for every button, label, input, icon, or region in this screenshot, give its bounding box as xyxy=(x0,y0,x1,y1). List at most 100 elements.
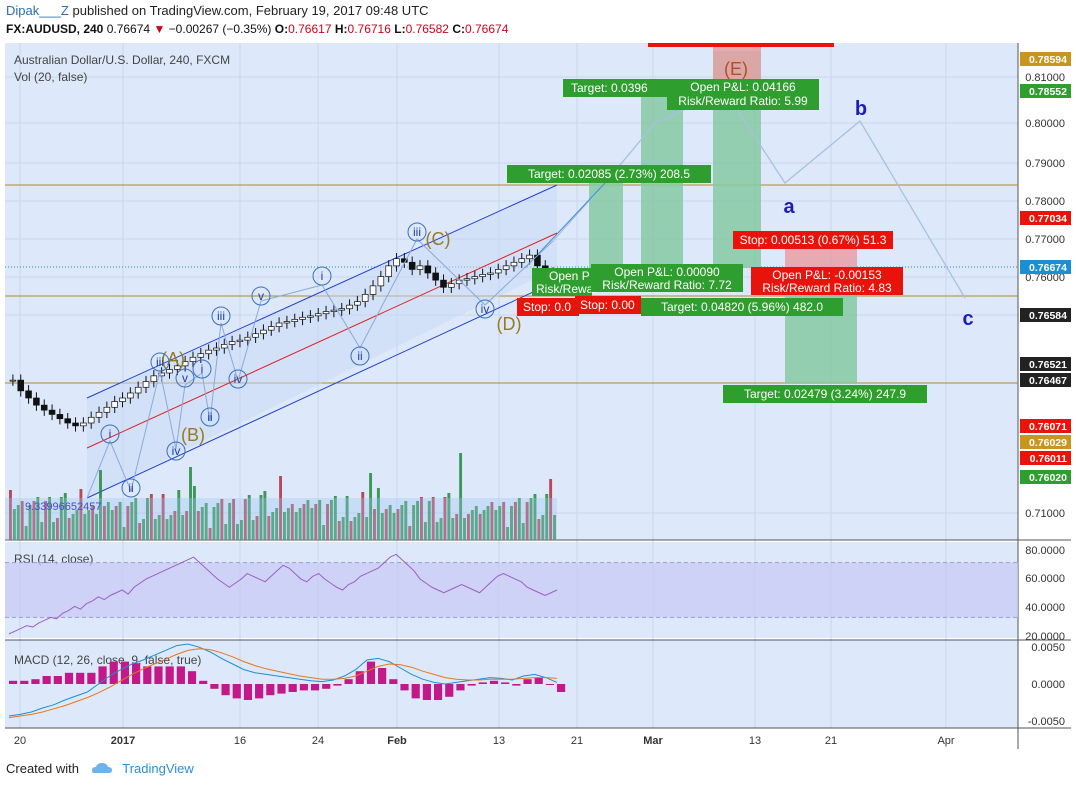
open-value: 0.76617 xyxy=(288,22,332,36)
candle-body xyxy=(197,353,205,358)
chart-frame[interactable]: (A) (B) (C) (D) (E) a b c i ii iii iv v … xyxy=(5,37,1071,749)
x-tick-9: 21 xyxy=(825,735,837,747)
target-label-3[interactable]: Target: 0.04820 (5.96%) 482.0 xyxy=(641,298,843,316)
macd-histogram-bar xyxy=(120,661,130,684)
price-badge-4 xyxy=(1020,308,1071,322)
macd-histogram-bar xyxy=(243,684,253,700)
volume-bar xyxy=(290,504,294,540)
volume-bar xyxy=(298,508,302,540)
published-text: published on TradingView.com, February 1… xyxy=(72,3,429,18)
volume-bar xyxy=(79,489,83,540)
rsi-tick-0: 80.0000 xyxy=(1025,545,1065,557)
symbol: FX:AUDUSD, 240 xyxy=(6,22,104,36)
price-badge-9 xyxy=(1020,451,1071,465)
candle-body xyxy=(134,386,142,394)
price-badge-text-8: 0.76029 xyxy=(1029,437,1067,449)
stop-label-a[interactable]: Stop: 0.0 xyxy=(517,298,579,316)
price-badge-text-10: 0.76020 xyxy=(1029,472,1067,484)
volume-bar xyxy=(177,490,181,540)
pnl-label-mid[interactable]: Open P&L: 0.00090 Risk/Reward Ratio: 7.7… xyxy=(591,264,743,292)
target-label-4[interactable]: Target: 0.02479 (3.24%) 247.9 xyxy=(723,385,927,403)
time-scale[interactable] xyxy=(5,728,1018,749)
volume-bar xyxy=(126,506,130,540)
volume-bar xyxy=(243,499,247,540)
volume-bar xyxy=(146,498,149,540)
stop-label-top[interactable] xyxy=(648,37,834,47)
x-tick-10: Apr xyxy=(937,735,954,747)
volume-bar xyxy=(12,509,16,540)
subwave-iv-1: iv xyxy=(172,444,181,458)
candle-body xyxy=(213,347,220,351)
candle-body xyxy=(299,316,306,320)
subwave-ii-1: ii xyxy=(128,481,133,495)
stop-label-b[interactable]: Stop: 0.00 xyxy=(575,296,641,314)
macd-histogram-bar xyxy=(534,677,543,684)
macd-histogram-bar xyxy=(333,684,342,686)
candle-body xyxy=(33,397,40,406)
target-label-1[interactable]: Target: 0.0396 xyxy=(563,79,689,97)
target-label-2[interactable]: Target: 0.02085 (2.73%) 208.5 xyxy=(507,165,711,183)
candle-body xyxy=(80,422,87,427)
candle-body xyxy=(377,276,385,287)
tradingview-link[interactable]: TradingView xyxy=(122,761,194,776)
candle-body xyxy=(416,265,424,270)
long-profit-zone-1[interactable] xyxy=(589,183,623,268)
volume-bar xyxy=(149,494,153,540)
candle-body xyxy=(346,304,353,310)
projection-line xyxy=(524,182,606,269)
volume-bar xyxy=(427,501,431,540)
candle-body xyxy=(244,336,252,341)
candle-body xyxy=(9,379,17,382)
volume-bar xyxy=(228,503,232,540)
volume-label: Vol (20, false) xyxy=(14,70,87,84)
volume-bar xyxy=(134,498,138,540)
pnl-label-short[interactable]: Open P&L: -0.00153 Risk/Reward Ratio: 4.… xyxy=(751,267,903,295)
macd-pane[interactable] xyxy=(5,640,1018,728)
volume-bar xyxy=(91,506,95,540)
volume-bar xyxy=(130,502,134,540)
subwave-ii-3: ii xyxy=(357,349,362,363)
macd-histogram-bar xyxy=(400,684,409,691)
volume-bar xyxy=(99,470,102,540)
price-tick-4: 0.77000 xyxy=(1025,234,1065,246)
candle-body xyxy=(189,356,197,362)
price-tick-1: 0.80000 xyxy=(1025,118,1065,130)
svg-text:Target: 0.02085 (2.73%) 208.5: Target: 0.02085 (2.73%) 208.5 xyxy=(528,167,690,181)
candle-body xyxy=(291,319,299,322)
channel-mid xyxy=(86,232,558,449)
volume-bar xyxy=(275,508,279,540)
volume-bar xyxy=(353,517,357,540)
volume-bar xyxy=(376,488,380,540)
volume-bar xyxy=(59,497,63,540)
close-label: C: xyxy=(452,22,465,36)
stop-label-2[interactable]: Stop: 0.00513 (0.67%) 51.3 xyxy=(733,231,893,249)
candle-body xyxy=(25,390,32,399)
volume-bar xyxy=(192,486,196,540)
open-label-cut[interactable]: Open P Risk/Rewar xyxy=(532,268,597,296)
volume-bar xyxy=(165,519,169,540)
price-badge-text-2: 0.77034 xyxy=(1029,213,1067,225)
macd-histogram-bar xyxy=(255,684,264,699)
volume-bar xyxy=(267,516,271,540)
candle-body xyxy=(440,279,447,288)
macd-histogram-bar xyxy=(512,684,521,686)
macd-tick-0: 0.0050 xyxy=(1031,642,1065,654)
volume-bar xyxy=(447,493,451,540)
author-link[interactable]: Dipak___Z xyxy=(6,3,69,18)
price-badge-text-5: 0.76521 xyxy=(1029,359,1067,371)
channel-fill xyxy=(87,185,557,498)
candle-body xyxy=(103,406,111,413)
volume-bar xyxy=(173,511,177,540)
macd-lines xyxy=(8,643,566,719)
volume-bar xyxy=(55,518,59,540)
volume-bar xyxy=(357,513,361,540)
chart-svg[interactable]: (A) (B) (C) (D) (E) a b c i ii iii iv v … xyxy=(5,37,1071,749)
candle-body xyxy=(393,258,400,267)
pnl-label-e[interactable]: Open P&L: 0.04166 Risk/Reward Ratio: 5.9… xyxy=(667,79,819,110)
candle-body xyxy=(354,301,361,306)
open-label: O: xyxy=(274,22,289,36)
volume-bar xyxy=(118,502,122,540)
volume-bar xyxy=(502,502,506,540)
candle-body xyxy=(275,322,283,327)
volume-bar xyxy=(326,504,329,540)
